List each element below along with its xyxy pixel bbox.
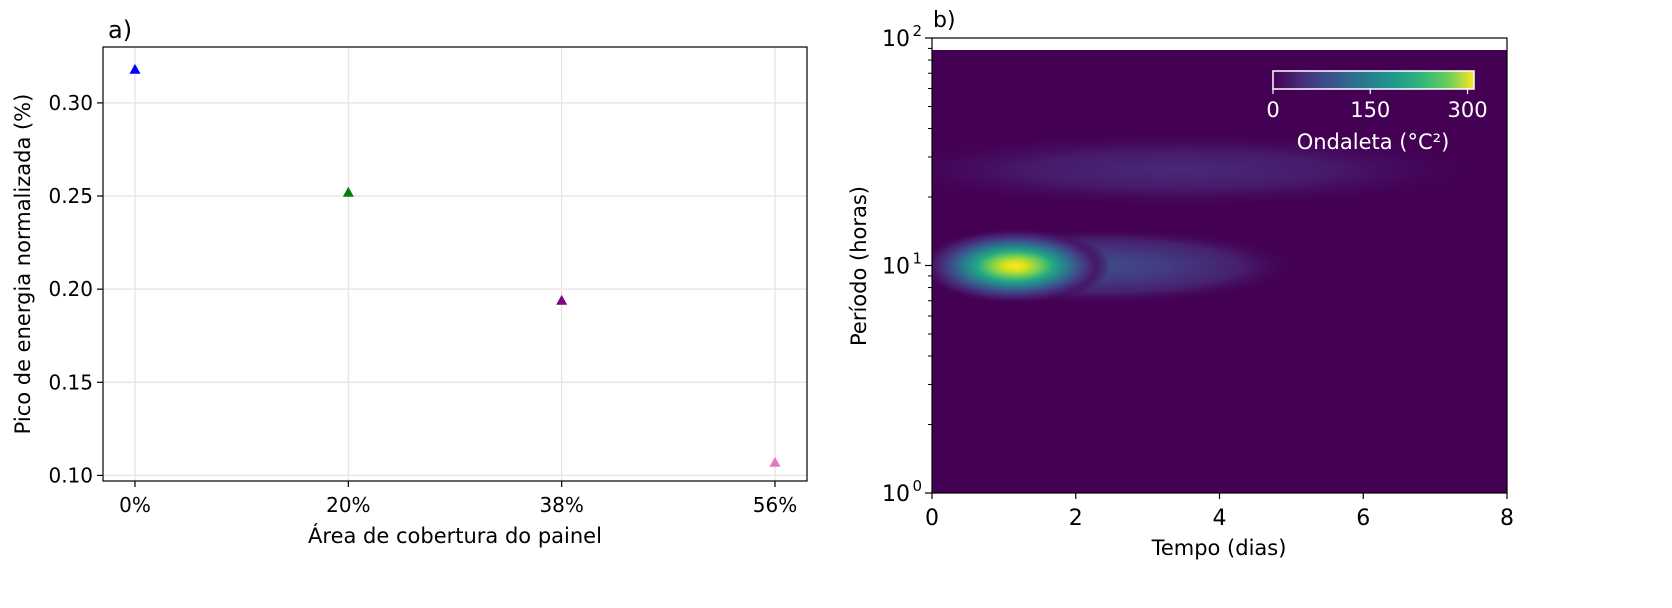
panel-b-x-tick-label: 4 [1213, 506, 1227, 531]
heatmap-upper-band [932, 132, 1490, 208]
colorbar-tick-label: 150 [1350, 98, 1390, 122]
panel-a-x-tick-label: 56% [753, 493, 797, 517]
panel-a-grid [103, 47, 807, 481]
scatter-point [342, 186, 354, 197]
panel-b-y-tick-exponent: 0 [912, 477, 922, 495]
panel-b-x-tick-label: 8 [1500, 506, 1514, 531]
colorbar-ticks: 0 150 300 [1266, 89, 1488, 122]
panel-b-heatmap-field [932, 50, 1507, 493]
panel-a-y-axis-label: Pico de energia normalizada (%) [11, 94, 35, 435]
panel-b-y-tick-label: 10 [882, 255, 910, 280]
panel-a-label: a) [108, 16, 132, 44]
panel-b-x-tick-label: 2 [1069, 506, 1083, 531]
panel-b-label: b) [933, 8, 956, 33]
panel-a-frame [102, 46, 808, 482]
scatter-point [769, 456, 781, 467]
panel-b-y-tick-label: 10 [882, 27, 910, 52]
scatter-point [129, 63, 141, 74]
panel-a-y-ticks: 0.10 0.15 0.20 0.25 0.30 [48, 91, 103, 487]
panel-b-y-tick-label: 10 [882, 482, 910, 507]
panel-a-y-tick-label: 0.30 [48, 91, 93, 115]
panel-a-scatter: a) 0% 20% 38% 56% 0.10 0.15 0.20 0.25 0.30 Área… [11, 16, 808, 548]
panel-b-x-ticks: 0 2 4 6 8 [925, 493, 1514, 531]
panel-b-y-tick-exponent: 2 [912, 22, 922, 40]
panel-a-x-tick-label: 20% [326, 493, 370, 517]
colorbar-tick-label: 0 [1266, 98, 1279, 122]
panel-b-y-tick-exponent: 1 [912, 250, 922, 268]
panel-b-x-tick-label: 0 [925, 506, 939, 531]
colorbar-tick-label: 300 [1447, 98, 1487, 122]
scatter-point [556, 294, 568, 305]
panel-b-y-axis-label: Período (horas) [847, 186, 871, 346]
colorbar-gradient [1272, 70, 1475, 90]
panel-b-x-tick-label: 6 [1356, 506, 1370, 531]
panel-a-y-tick-label: 0.10 [48, 463, 93, 487]
panel-a-x-tick-label: 38% [539, 493, 583, 517]
panel-a-x-tick-label: 0% [119, 493, 151, 517]
colorbar: 0 150 300 Ondaleta (°C²) [1266, 70, 1488, 154]
panel-a-x-ticks: 0% 20% 38% 56% [119, 481, 797, 517]
panel-a-y-tick-label: 0.25 [48, 184, 93, 208]
panel-b-x-axis-label: Tempo (dias) [1151, 536, 1287, 560]
panel-a-y-tick-label: 0.15 [48, 370, 93, 394]
panel-a-points [129, 63, 781, 467]
panel-a-y-tick-label: 0.20 [48, 277, 93, 301]
heatmap-peak-blob [932, 228, 1110, 304]
panel-a-x-axis-label: Área de cobertura do painel [308, 523, 602, 548]
colorbar-label: Ondaleta (°C²) [1297, 130, 1450, 154]
